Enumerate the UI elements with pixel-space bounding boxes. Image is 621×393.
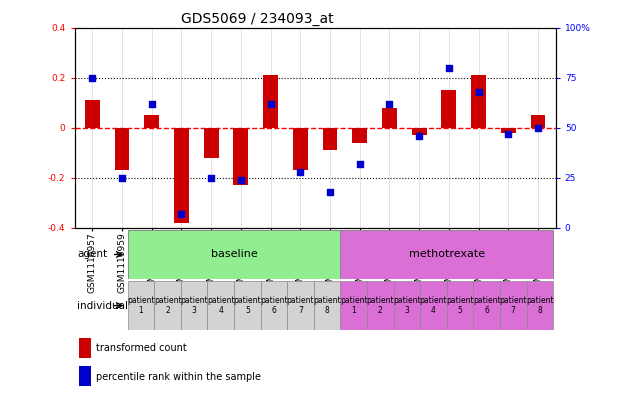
Text: patient
6: patient 6	[473, 296, 501, 315]
Bar	[394, 281, 420, 330]
Text: patient
2: patient 2	[154, 296, 181, 315]
Bar	[340, 230, 553, 279]
Bar	[128, 230, 340, 279]
Text: baseline: baseline	[211, 250, 258, 259]
Bar	[314, 281, 340, 330]
Bar	[442, 90, 456, 128]
Bar	[234, 281, 261, 330]
Bar	[527, 281, 553, 330]
Bar	[473, 281, 500, 330]
Point	[355, 161, 365, 167]
Text: transformed count: transformed count	[96, 343, 187, 353]
Text: patient
5: patient 5	[446, 296, 474, 315]
Bar	[471, 75, 486, 128]
Point	[147, 101, 156, 107]
Bar	[382, 108, 397, 128]
Bar	[144, 115, 159, 128]
Text: patient
4: patient 4	[207, 296, 235, 315]
Bar	[288, 281, 314, 330]
Text: patient
3: patient 3	[393, 296, 420, 315]
Text: individual: individual	[77, 301, 128, 310]
Point	[474, 88, 484, 95]
Bar	[530, 115, 545, 128]
Bar	[154, 281, 181, 330]
Point	[384, 101, 394, 107]
Point	[236, 177, 246, 183]
Text: patient
1: patient 1	[127, 296, 155, 315]
Bar	[204, 128, 219, 158]
Point	[325, 189, 335, 195]
Title: GDS5069 / 234093_at: GDS5069 / 234093_at	[181, 13, 333, 26]
Text: patient
5: patient 5	[233, 296, 261, 315]
Text: patient
7: patient 7	[287, 296, 314, 315]
Bar	[367, 281, 394, 330]
Bar	[420, 281, 446, 330]
Bar	[174, 128, 189, 223]
Text: patient
4: patient 4	[420, 296, 447, 315]
Point	[206, 174, 216, 181]
Bar	[85, 100, 100, 128]
Bar	[261, 281, 288, 330]
Text: methotrexate: methotrexate	[409, 250, 485, 259]
Text: patient
8: patient 8	[314, 296, 341, 315]
Bar	[181, 281, 207, 330]
Point	[117, 174, 127, 181]
Point	[296, 169, 306, 175]
Point	[266, 101, 276, 107]
Text: patient
2: patient 2	[366, 296, 394, 315]
Text: patient
7: patient 7	[499, 296, 527, 315]
Point	[88, 75, 97, 81]
Bar	[233, 128, 248, 185]
Bar	[293, 128, 308, 170]
Bar	[207, 281, 234, 330]
Point	[176, 211, 186, 217]
Bar	[501, 128, 515, 133]
Text: patient
1: patient 1	[340, 296, 368, 315]
Bar	[500, 281, 527, 330]
Bar	[79, 366, 91, 386]
Bar	[446, 281, 473, 330]
Point	[414, 132, 424, 139]
Text: patient
8: patient 8	[526, 296, 554, 315]
Text: patient
6: patient 6	[260, 296, 288, 315]
Bar	[340, 281, 367, 330]
Bar	[128, 281, 154, 330]
Text: agent: agent	[77, 250, 107, 259]
Bar	[352, 128, 367, 143]
Text: patient
3: patient 3	[180, 296, 208, 315]
Point	[444, 64, 454, 71]
Bar	[115, 128, 130, 170]
Point	[503, 130, 513, 137]
Bar	[263, 75, 278, 128]
Bar	[79, 338, 91, 358]
Point	[533, 125, 543, 131]
Bar	[322, 128, 337, 150]
Text: percentile rank within the sample: percentile rank within the sample	[96, 371, 261, 382]
Bar	[412, 128, 427, 135]
